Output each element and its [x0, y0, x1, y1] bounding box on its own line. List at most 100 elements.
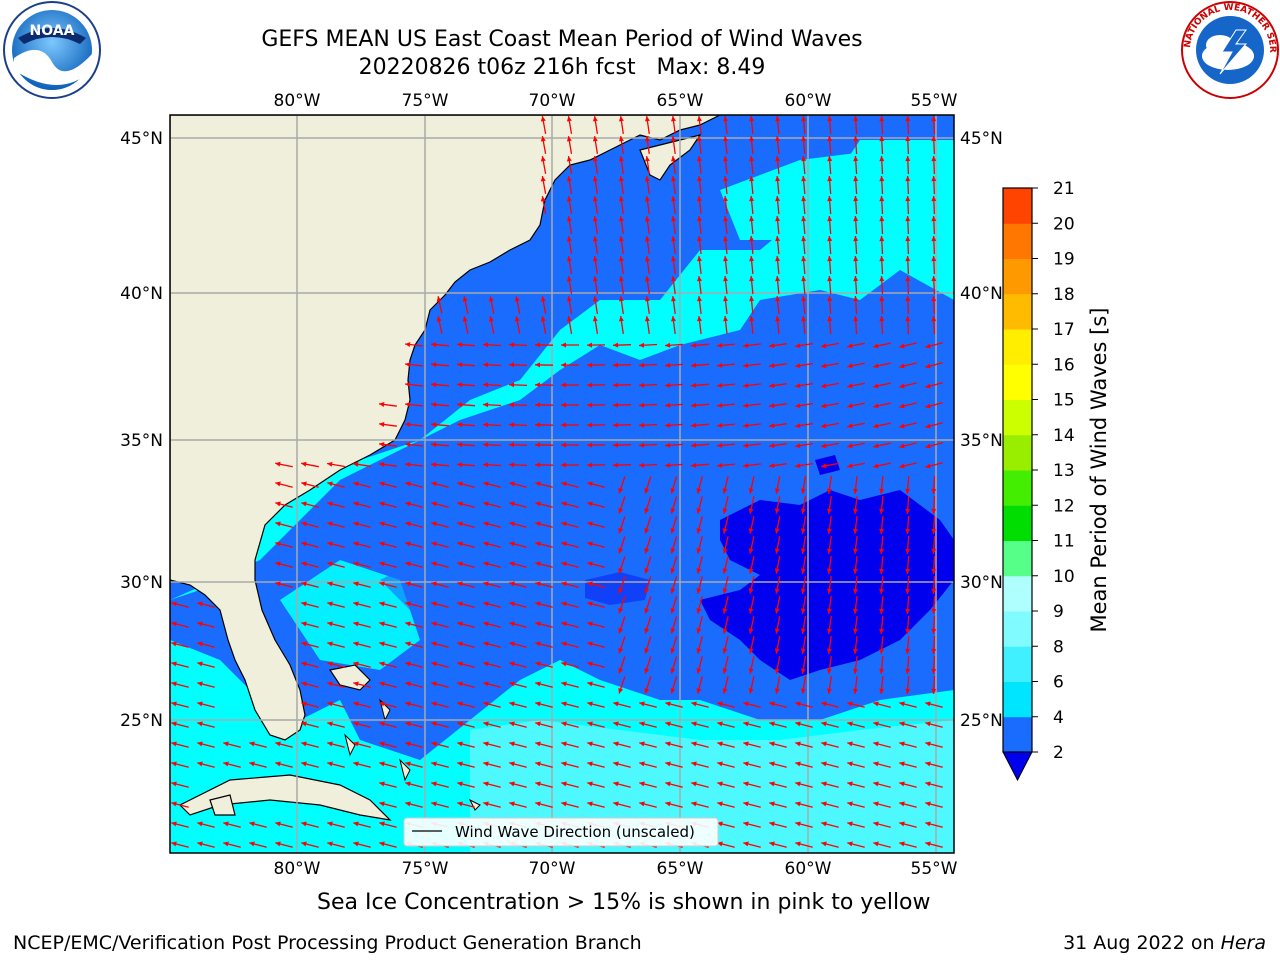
- colorbar-tick-label: 18: [1053, 285, 1075, 305]
- wind-wave-arrow-head: [723, 316, 728, 322]
- wind-wave-arrow-head: [670, 588, 676, 594]
- wind-wave-arrow-head: [769, 403, 775, 408]
- wind-wave-arrow-head: [722, 648, 728, 654]
- wind-wave-arrow-head: [514, 296, 520, 302]
- wind-wave-arrow-head: [853, 176, 859, 182]
- wind-wave-arrow-head: [171, 701, 177, 707]
- wind-wave-arrow-head: [509, 501, 515, 507]
- wind-wave-arrow-head: [535, 402, 541, 408]
- wind-wave-arrow-head: [827, 176, 833, 182]
- wind-wave-arrow-head: [618, 176, 624, 182]
- wind-wave-arrow-head: [483, 541, 489, 547]
- wind-wave-arrow-head: [748, 548, 754, 554]
- wind-wave-arrow-head: [717, 701, 723, 707]
- wind-wave-arrow-head: [483, 422, 489, 428]
- wind-wave-arrow-head: [717, 402, 723, 408]
- wind-wave-arrow-head: [925, 701, 931, 707]
- wind-wave-arrow-head: [301, 721, 307, 727]
- wind-wave-arrow-head: [379, 501, 385, 507]
- wind-wave-arrow-head: [821, 801, 827, 807]
- wind-wave-arrow-head: [171, 641, 177, 647]
- wind-wave-arrow-head: [587, 581, 593, 587]
- wind-wave-arrow-head: [587, 342, 592, 348]
- wind-wave-arrow-head: [775, 196, 781, 202]
- colorbar-tick-label: 19: [1053, 250, 1075, 270]
- wind-wave-arrow-head: [748, 628, 754, 634]
- wind-wave-arrow-head: [327, 641, 333, 647]
- wind-wave-arrow-head: [743, 463, 749, 468]
- wind-wave-arrow-head: [488, 296, 494, 302]
- wind-wave-arrow-head: [769, 383, 775, 388]
- wind-wave-arrow-head: [587, 721, 593, 727]
- wind-wave-arrow-head: [618, 296, 624, 302]
- wind-wave-arrow-head: [800, 628, 806, 634]
- wind-wave-arrow-head: [613, 701, 619, 707]
- wind-wave-arrow-head: [457, 641, 463, 647]
- wind-wave-arrow-head: [847, 841, 853, 847]
- wind-wave-arrow-head: [826, 628, 832, 634]
- wind-wave-arrow-head: [899, 821, 905, 827]
- wind-wave-arrow-head: [327, 821, 333, 827]
- wind-wave-arrow-head: [717, 442, 723, 448]
- wind-wave-arrow-head: [873, 383, 879, 389]
- wind-wave-arrow-head: [697, 276, 702, 282]
- wind-wave-arrow-head: [795, 403, 801, 409]
- wind-wave-arrow-head: [327, 621, 333, 627]
- wind-wave-arrow-head: [826, 508, 832, 514]
- wind-wave-arrow-head: [509, 541, 515, 547]
- wind-wave-arrow-head: [618, 568, 624, 574]
- wind-wave-arrow-head: [800, 568, 806, 574]
- wind-wave-arrow-head: [645, 276, 650, 282]
- wind-wave-arrow-head: [431, 701, 437, 707]
- wind-wave-arrow-head: [327, 681, 333, 687]
- wind-wave-arrow-head: [644, 688, 650, 694]
- wind-wave-arrow-head: [431, 801, 437, 807]
- wind-wave-arrow-head: [879, 136, 885, 142]
- wind-wave-arrow-head: [769, 721, 775, 727]
- wind-wave-arrow-head: [566, 216, 572, 222]
- wind-wave-arrow-head: [509, 781, 515, 787]
- wind-wave-arrow-head: [561, 681, 567, 687]
- wind-wave-arrow-head: [592, 236, 598, 242]
- noaa-logo: NOAA: [3, 1, 101, 99]
- wind-wave-arrow-head: [827, 296, 833, 302]
- wind-wave-arrow-head: [774, 688, 780, 694]
- wind-wave-arrow-head: [618, 136, 624, 142]
- title-line-1: GEFS MEAN US East Coast Mean Period of W…: [261, 27, 863, 52]
- wind-wave-arrow-head: [483, 581, 489, 587]
- wind-wave-arrow-head: [509, 481, 515, 487]
- wind-wave-arrow-head: [774, 488, 780, 494]
- wind-wave-arrow-head: [691, 701, 697, 707]
- wind-wave-arrow-head: [301, 581, 307, 587]
- wind-wave-arrow-head: [905, 628, 911, 634]
- wind-wave-arrow-head: [509, 801, 515, 807]
- wind-wave-arrow-head: [275, 541, 281, 547]
- wind-wave-arrow-head: [853, 648, 858, 654]
- wind-wave-arrow-head: [847, 721, 853, 727]
- colorbar-block: [1003, 434, 1032, 471]
- wind-wave-arrow-head: [827, 256, 833, 262]
- lat-tick-right-40: 40°N: [960, 284, 1003, 304]
- wind-wave-arrow-head: [853, 196, 859, 202]
- wind-wave-arrow-head: [722, 628, 728, 634]
- wind-wave-arrow-head: [905, 236, 911, 242]
- wind-wave-arrow-head: [379, 561, 385, 567]
- wind-wave-arrow-head: [879, 628, 885, 634]
- lat-tick-right-25: 25°N: [960, 711, 1003, 731]
- wind-wave-arrow-head: [301, 681, 307, 687]
- wind-wave-arrow-head: [483, 402, 489, 408]
- wind-wave-arrow-head: [509, 382, 515, 388]
- wind-wave-arrow-head: [171, 601, 177, 607]
- colorbar-tick-label: 9: [1053, 602, 1064, 622]
- wind-wave-arrow-head: [431, 561, 437, 567]
- wind-wave-arrow-head: [899, 383, 905, 389]
- wind-wave-arrow-head: [353, 681, 359, 687]
- wind-wave-arrow-head: [722, 608, 728, 614]
- lat-tick-right-30: 30°N: [960, 573, 1003, 593]
- wind-wave-arrow-head: [301, 521, 307, 527]
- lon-tick-bottom-70: 70°W: [529, 859, 576, 879]
- wind-wave-arrow-head: [618, 276, 624, 282]
- wind-wave-arrow-head: [327, 841, 333, 847]
- wind-wave-arrow-head: [301, 641, 307, 647]
- wind-wave-arrow-head: [723, 256, 728, 262]
